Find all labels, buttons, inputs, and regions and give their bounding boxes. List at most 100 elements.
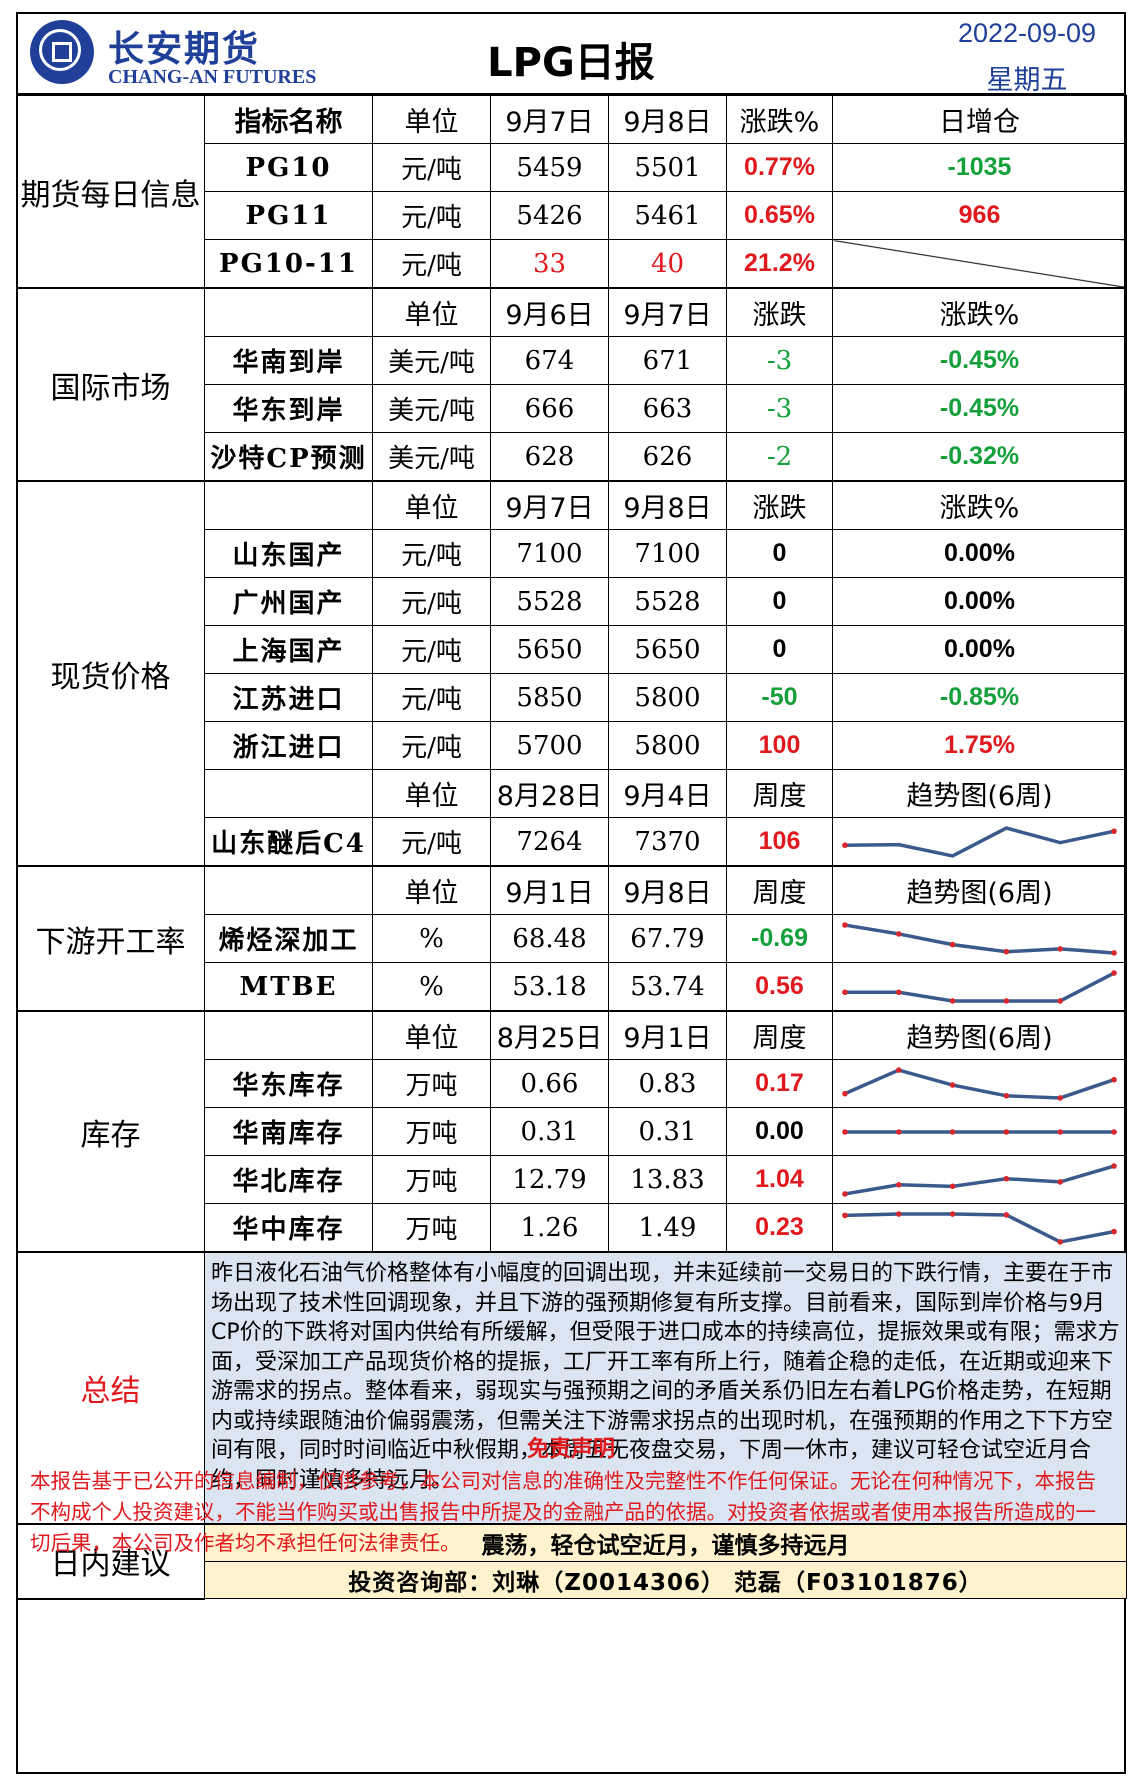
section-inventory: 库存 [16,1010,205,1253]
row-unit: 元/吨 [372,817,491,867]
sparkline-line [844,1067,1115,1100]
row-name: 江苏进口 [204,673,373,722]
spot-header-unit: 单位 [372,480,491,530]
row-change: 100 [726,721,833,770]
section-futures: 期货每日信息 [16,95,205,289]
row-unit: 元/吨 [372,143,491,192]
spot-header2-trend: 趋势图(6周) [832,769,1127,818]
row-name: 华东库存 [204,1059,373,1108]
sparkline-point [895,988,902,995]
sparkline-point [1111,1228,1117,1234]
sparkline-point [895,1181,902,1188]
spot-header2-date2: 9月4日 [608,769,727,818]
inventory-header-blank [204,1010,373,1060]
section-spot: 现货价格 [16,480,205,867]
disclaimer-title: 免责声明 [526,1437,615,1462]
sparkline-point [949,1081,956,1088]
row-value2: 5800 [608,721,727,770]
row-value2: 53.74 [608,962,727,1012]
sparkline-point [949,997,956,1004]
sparkline-point [1111,949,1117,956]
intl-header-unit: 单位 [372,287,491,337]
sparkline-point [842,921,848,928]
report-date: 2022-09-09 [957,18,1097,48]
row-unit: 元/吨 [372,673,491,722]
sparkline-point [1003,1175,1010,1181]
sparkline-point [1111,1162,1117,1169]
east-sparkline-svg [842,1066,1117,1101]
row-value1: 0.66 [490,1059,609,1108]
company-name-cn: 长安期货 [108,29,261,70]
sparkline-point [1003,1128,1010,1135]
row-value1: 666 [490,384,609,433]
futures-header-date1: 9月7日 [490,95,609,144]
row-unit: 万吨 [372,1203,491,1253]
row-change: 106 [726,817,833,867]
disclaimer: 免责声明 本报告基于已公开的信息编制，仅供参考，本公司对信息的准确性及完整性不作… [18,1430,1124,1772]
row-value2: 5800 [608,673,727,722]
sparkline-point [1057,945,1064,952]
row-value1: 5650 [490,625,609,674]
row-pct: 0.00% [832,529,1127,578]
sparkline-north [832,1155,1127,1204]
row-name: 华东到岸 [204,384,373,433]
table-row: 华中库存 万吨 1.26 1.49 0.23 [17,1203,1127,1253]
spot-header2-unit: 单位 [372,769,491,818]
row-change: 0.56 [726,962,833,1012]
sparkline-point [949,1183,956,1189]
row-name: PG11 [204,191,373,240]
row-unit: % [372,914,491,963]
central-sparkline-svg [842,1210,1117,1245]
table-row: PG11 元/吨 5426 5461 0.65% 966 [17,191,1127,240]
sparkline-point [895,1210,902,1217]
sparkline-point [1057,1094,1064,1101]
row-unit: 元/吨 [372,625,491,674]
row-change: -0.69 [726,914,833,963]
downstream-header-weekly: 周度 [726,865,833,915]
row-value1: 674 [490,336,609,385]
section-downstream: 下游开工率 [16,865,205,1012]
analyst-info: 投资咨询部：刘琳（Z0014306） 范磊（F03101876） [204,1561,1127,1599]
table-row: 华南库存 万吨 0.31 0.31 0.00 [17,1107,1127,1156]
sparkline-point [949,1210,956,1217]
sparkline-south [832,1107,1127,1156]
futures-header-change: 涨跌% [726,95,833,144]
sparkline-point [1111,1076,1117,1082]
row-value1: 53.18 [490,962,609,1012]
row-unit: 万吨 [372,1059,491,1108]
row-change: -50 [726,673,833,722]
section-international: 国际市场 [16,287,205,482]
row-value2: 663 [608,384,727,433]
sparkline-point [1057,1178,1064,1185]
futures-header-date2: 9月8日 [608,95,727,144]
sparkline-point [1111,827,1117,834]
row-pct: 1.75% [832,721,1127,770]
data-table: 期货每日信息 指标名称 单位 9月7日 9月8日 涨跌% 日增仓 PG10 元/… [16,95,1127,1600]
row-name: 沙特CP预测 [204,432,373,482]
downstream-header-trend: 趋势图(6周) [832,865,1127,915]
table-row: 华南到岸 美元/吨 674 671 -3 -0.45% [17,336,1127,385]
row-value2: 626 [608,432,727,482]
advice-text: 震荡，轻仓试空近月，谨慎多持远月 [204,1523,1127,1562]
table-row: 华北库存 万吨 12.79 13.83 1.04 [17,1155,1127,1204]
row-change: 0.23 [726,1203,833,1253]
table-row: 浙江进口 元/吨 5700 5800 100 1.75% [17,721,1127,770]
row-unit: 万吨 [372,1155,491,1204]
spot-header-pct: 涨跌% [832,480,1127,530]
row-value1: 0.31 [490,1107,609,1156]
row-value1: 5528 [490,577,609,626]
sparkline-point [1003,948,1010,954]
sparkline-point [895,1128,902,1135]
downstream-header-blank [204,865,373,915]
row-change: 0.65% [726,191,833,240]
row-change: -2 [726,432,833,482]
sparkline-point [842,1090,848,1096]
inventory-header-date1: 8月25日 [490,1010,609,1060]
sparkline-point [842,1190,848,1197]
c4-sparkline-svg [842,825,1117,858]
report-title: LPG日报 [487,40,655,86]
sparkline-central [832,1203,1127,1253]
row-pct: -0.45% [832,384,1127,433]
intl-header-date1: 9月6日 [490,287,609,337]
row-value1: 7100 [490,529,609,578]
